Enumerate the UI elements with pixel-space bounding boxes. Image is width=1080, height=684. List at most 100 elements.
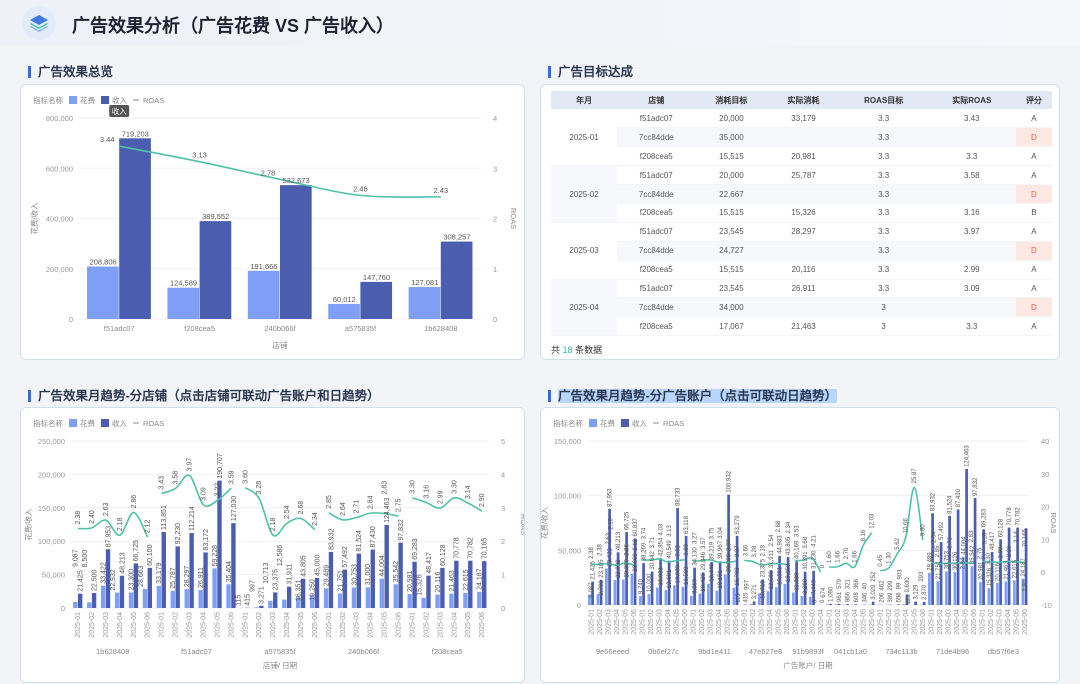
account-trend-chart[interactable]: 指标名称 花费 收入 ROAS 0 50,000 100,000 150,000 -10 0 10 2… (541, 408, 1060, 683)
column-header[interactable]: 实际ROAS (927, 91, 1016, 109)
data-label-revenue: 87,430 (956, 488, 962, 507)
table-cell (927, 184, 1016, 204)
table-cell: f51adc07 (617, 222, 696, 242)
y-right-tick-label: 5 (501, 437, 505, 446)
bar-revenue (286, 586, 292, 608)
data-label-revenue: 532,673 (283, 176, 310, 185)
data-label-revenue: 45,000 (314, 554, 321, 576)
table-cell: f208cea5 (617, 316, 696, 337)
bar-revenue (956, 509, 960, 605)
data-label-spend: 997 (744, 579, 750, 590)
data-label-roas: 2.84 (961, 557, 967, 569)
table-cell: 3.16 (927, 203, 1016, 223)
bar-spend (936, 581, 940, 605)
bar-revenue (91, 592, 97, 608)
data-label-spend: 29,489 (323, 565, 330, 587)
x-tick-label: 2025-02 (699, 609, 706, 635)
data-label-revenue: 43,805 (786, 536, 792, 555)
data-label-roas: 1.30 (887, 552, 893, 564)
y-right-tick-label: 4 (501, 470, 505, 479)
x-tick-label: 2025-06 (971, 609, 978, 635)
data-label-revenue: 39,967 (718, 540, 724, 559)
data-label-spend: 24,187 (1021, 558, 1027, 577)
x-tick-label: 2025-02 (937, 609, 944, 635)
data-label-roas: 2.78 (261, 168, 276, 177)
x-tick-label: 2025-01 (159, 612, 166, 638)
bar-revenue (999, 539, 1002, 605)
table-cell: A (1015, 222, 1052, 242)
x-tick-label: 2025-05 (775, 609, 782, 635)
bar-spend (435, 594, 440, 608)
data-label-roas: 3.28 (752, 545, 758, 557)
bar-spend (408, 287, 441, 319)
x-tick-label: 2025-06 (396, 612, 403, 638)
data-label-roas: 2.85 (326, 495, 333, 509)
data-label-revenue: 3,029 (871, 584, 877, 600)
data-label-revenue: 38,269 (642, 542, 648, 561)
x-tick-label: 2025-01 (326, 612, 333, 638)
legend-revenue: 收入 (632, 418, 647, 428)
column-header[interactable]: 年月 (551, 91, 618, 109)
bar-revenue (871, 601, 875, 605)
roas-line (328, 512, 399, 521)
data-label-spend: 19,250 (309, 579, 316, 601)
data-label-spend: 252 (871, 571, 877, 582)
bar-revenue (659, 558, 662, 605)
data-label-spend: 8,240 (638, 578, 644, 594)
legend-spend-swatch (69, 96, 77, 104)
data-label-spend: 21,463 (449, 570, 456, 592)
y-right-tick-label: 3 (501, 504, 505, 513)
bar-revenue (854, 604, 858, 605)
data-label-spend: 293 (919, 571, 925, 582)
bar-spend (996, 583, 999, 605)
data-label-roas: 2.70 (844, 547, 850, 559)
data-label-revenue: 30,642 (650, 550, 656, 569)
data-label-spend: 23,300 (624, 559, 630, 578)
data-label-revenue: 3,271 (752, 584, 758, 600)
y-right-tick-label: 0 (1041, 568, 1045, 577)
table-cell: 2.99 (927, 260, 1016, 280)
table-cell (767, 184, 840, 204)
data-label-roas: 2.54 (769, 534, 775, 546)
bar-revenue (846, 604, 849, 605)
overview-chart[interactable]: 指标名称 花费 收入 ROAS0200,000400,000600,000800,00… (21, 85, 525, 360)
y-tick-label: 50,000 (558, 546, 581, 555)
column-header[interactable]: ROAS目标 (839, 91, 928, 109)
data-label-revenue: 23,375 (273, 569, 280, 591)
bar-revenue (147, 567, 153, 608)
bar-revenue (965, 468, 968, 605)
legend-roas: ROAS (143, 96, 164, 105)
column-header[interactable]: 评分 (1015, 91, 1052, 109)
bar-revenue (922, 601, 926, 605)
bar-revenue (948, 515, 951, 605)
bar-revenue (119, 138, 151, 319)
data-label-spend: 12,586 (277, 545, 284, 567)
x-tick-label: 2025-03 (103, 612, 110, 638)
data-label-spend: 26,911 (198, 567, 205, 588)
x-tick-label: 2025-04 (716, 609, 723, 635)
data-label-spend: 30,126 (953, 551, 959, 570)
data-label-spend: 9,700 (599, 580, 605, 596)
bar-revenue (982, 529, 985, 605)
bar-spend (323, 588, 329, 608)
data-label-revenue: 30,391 (803, 551, 809, 570)
table-row: 7cc84dde 22,667 3.3 D (551, 184, 1052, 204)
data-label-roas: 9.80 (921, 524, 927, 536)
column-header[interactable]: 实际消耗 (767, 91, 840, 109)
y-tick-label: 150,000 (554, 437, 581, 446)
data-label-roas: 3.13 (667, 525, 673, 537)
column-header[interactable]: 店铺 (617, 91, 696, 109)
table-cell: 3.58 (927, 165, 1016, 186)
store-trend-chart[interactable]: 指标名称 花费 收入 ROAS 0 50,000 100,000 150,000 200,000… (21, 408, 525, 683)
column-header[interactable]: 消耗目标 (695, 91, 768, 109)
table-cell: 20,981 (767, 146, 840, 167)
legend-title: 指标名称 (33, 418, 63, 428)
bar-revenue (837, 603, 841, 605)
section-title-account-trend[interactable]: 广告效果月趋势-分广告账户（点击可联动日趋势） (548, 389, 838, 403)
x-tick-label: 2025-03 (843, 609, 850, 635)
legend-roas: ROAS (663, 419, 684, 428)
x-group-label: 734c113b (885, 647, 917, 656)
data-label-roas: 1.66 (853, 550, 859, 562)
bar-spend (477, 591, 482, 608)
data-label-spend: 33,422 (100, 562, 107, 584)
